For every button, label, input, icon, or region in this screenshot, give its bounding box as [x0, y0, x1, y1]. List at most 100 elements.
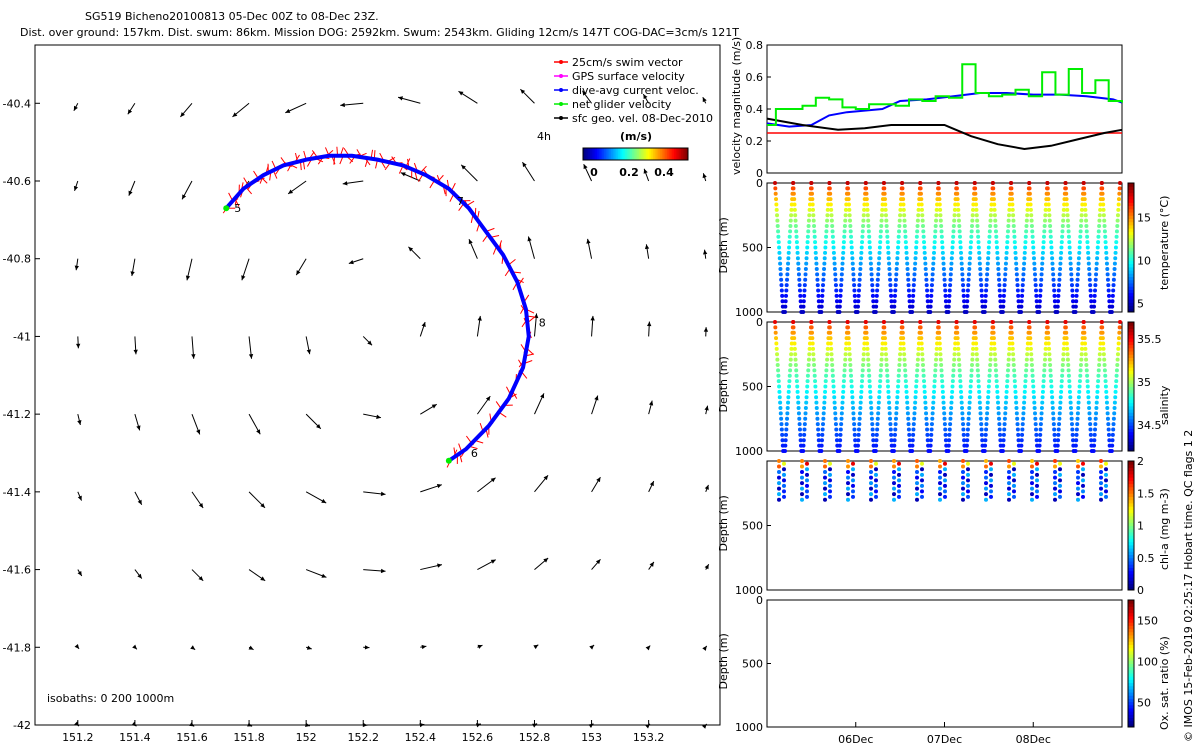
profile-point: [943, 489, 947, 494]
profile-point: [1000, 449, 1005, 453]
profile-point: [859, 245, 864, 250]
profile-point: [920, 483, 924, 488]
profile-point: [1009, 191, 1014, 196]
profile-point: [846, 497, 850, 502]
profile-point: [775, 357, 780, 362]
current-arrowhead: [437, 563, 442, 568]
profile-point: [942, 416, 947, 421]
profile-point: [1065, 352, 1070, 357]
profile-point: [940, 240, 945, 245]
profile-colorbar-cell: [1128, 431, 1134, 436]
profile-point: [974, 341, 979, 346]
profile-point: [873, 449, 878, 453]
profile-point: [957, 234, 962, 239]
profile-point: [825, 218, 830, 223]
profile-point: [784, 283, 789, 288]
profile-point: [801, 310, 806, 314]
profile-point: [864, 325, 869, 330]
profile-point: [971, 207, 976, 212]
profile-point: [1110, 443, 1115, 448]
profile-point: [902, 218, 907, 223]
profile-point: [884, 363, 889, 367]
profile-point: [1068, 406, 1073, 410]
profile-point: [1049, 250, 1054, 255]
profile-point: [1030, 368, 1035, 373]
profile-point: [850, 395, 855, 400]
current-arrowhead: [73, 185, 79, 191]
profile-point: [984, 497, 988, 502]
profile-point: [1076, 256, 1081, 261]
profile-point: [906, 422, 911, 427]
profile-point: [777, 250, 782, 255]
profile-point: [798, 299, 803, 304]
profile-point: [904, 395, 909, 400]
profile-point: [965, 288, 970, 293]
profile-point: [887, 406, 892, 410]
profile-point: [1064, 197, 1069, 202]
profile-point: [961, 459, 965, 463]
profile-point: [774, 341, 779, 346]
colorbar-cell: [586, 148, 589, 160]
profile-point: [978, 277, 983, 282]
profile-point: [1074, 432, 1079, 437]
profile-point: [940, 379, 945, 384]
profile-point: [859, 395, 864, 400]
profile-point: [792, 197, 797, 202]
profile-point: [956, 352, 961, 357]
profile-point: [869, 464, 873, 469]
profile-point: [901, 197, 906, 202]
profile-point: [975, 224, 980, 228]
profile-point: [825, 346, 830, 351]
profile-point: [829, 357, 834, 362]
profile-point: [979, 293, 984, 298]
profile-point: [1061, 213, 1066, 218]
profile-colorbar-cell: [1128, 506, 1134, 510]
profile-point: [921, 373, 926, 378]
profile-point: [949, 261, 954, 266]
profile-point: [1076, 459, 1080, 463]
profile-point: [992, 346, 997, 351]
profile-point: [795, 245, 800, 250]
profile-point: [805, 467, 809, 472]
profile-point: [978, 411, 983, 416]
legend-label: net glider velocity: [572, 98, 672, 111]
profile-point: [925, 299, 930, 304]
profile-point: [892, 492, 896, 497]
profile-point: [1115, 224, 1120, 228]
profile-point: [1101, 341, 1106, 346]
profile-point: [1053, 486, 1057, 491]
profile-colorbar-cell: [1128, 208, 1134, 213]
profile-point: [793, 213, 798, 218]
profile-point: [915, 357, 920, 362]
profile-point: [1004, 250, 1009, 255]
profile-point: [915, 492, 919, 497]
profile-point: [1034, 438, 1039, 443]
profile-point: [961, 497, 965, 502]
profile-point: [1012, 467, 1016, 472]
profile-point: [809, 330, 814, 335]
profile-point: [955, 341, 960, 346]
profile-point: [950, 245, 955, 250]
profile-point: [1040, 256, 1045, 261]
profile-point: [952, 213, 957, 218]
profile-point: [1113, 250, 1118, 255]
current-arrowhead: [594, 395, 599, 401]
profile-point: [1037, 304, 1042, 309]
profile-point: [1035, 472, 1039, 477]
profile-point: [1100, 197, 1105, 202]
profile-colorbar-cell: [1128, 434, 1134, 439]
profile-point: [1104, 494, 1108, 499]
profile-point: [1013, 395, 1018, 400]
profile-point: [1007, 486, 1011, 491]
colorbar-cell: [660, 148, 663, 160]
profile-point: [1070, 427, 1075, 432]
profile-point: [1083, 346, 1088, 351]
profile-colorbar-cell: [1128, 650, 1134, 655]
profile-point: [825, 352, 830, 357]
profile-point: [932, 245, 937, 250]
profile-point: [966, 283, 971, 288]
profile-point: [807, 213, 812, 218]
profile-colorbar-cell: [1128, 370, 1134, 375]
legend-label: GPS surface velocity: [572, 70, 685, 83]
